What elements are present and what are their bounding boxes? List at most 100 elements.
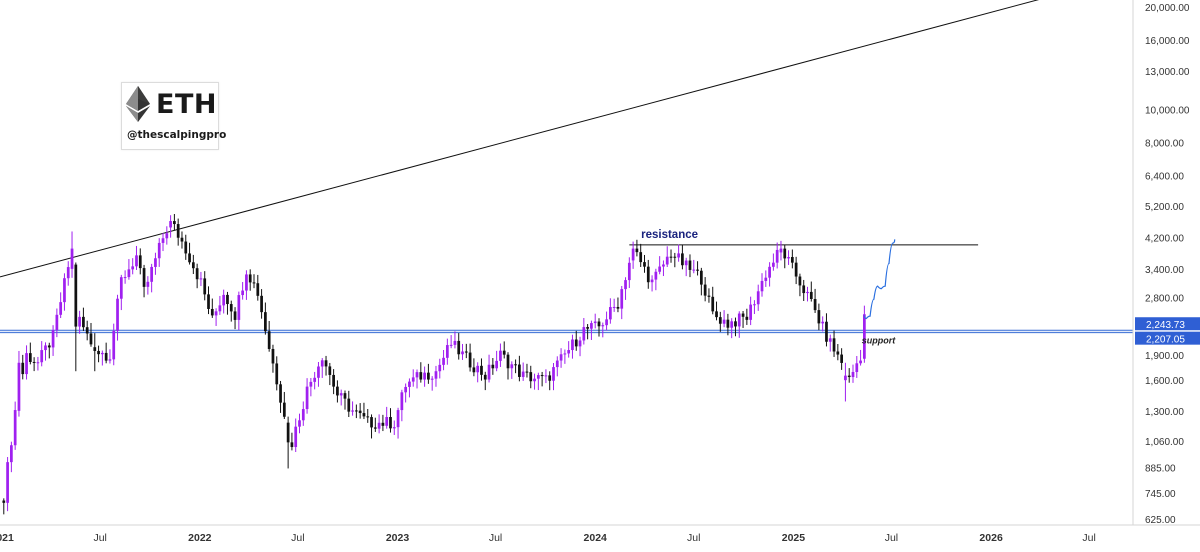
candle-body [514,364,517,366]
candle-body [51,330,55,348]
price-label-box [1135,331,1200,345]
candle-body [620,289,624,309]
candle-body [813,299,817,311]
candle-body [749,304,753,320]
candle-body [404,386,408,393]
candle-body [146,281,150,287]
candle-body [616,306,620,309]
candle-body [396,410,400,428]
candle-body [476,365,480,373]
candle-body [574,339,578,347]
candle-body [586,327,589,329]
candle-body [264,312,267,332]
candle-body [214,311,218,316]
candle-body [529,372,533,382]
candle-body [794,262,798,277]
rising-trendline [0,0,1040,278]
candle-body [392,427,396,429]
candle-body [809,291,813,300]
candle-body [445,345,449,358]
candle-body [745,316,749,320]
price-tick-label: 13,000.00 [1145,67,1190,78]
candle-body [66,267,70,279]
candle-body [851,372,855,378]
candle-body [480,365,483,375]
candle-body [828,338,832,342]
candle-body [718,317,722,324]
candle-body [336,386,339,396]
candle-body [631,248,635,261]
logo-row: ETH [126,85,217,123]
candle-body [844,375,847,381]
candle-body [339,393,343,396]
candle-body [317,366,320,378]
candle-body [89,333,93,345]
candle-body [582,327,586,341]
candle-body [282,402,286,417]
candle-body [669,256,673,258]
candle-body [487,364,491,380]
candle-body [624,280,627,290]
candle-body [142,268,146,287]
candle-body [806,291,809,294]
candle-body [430,378,434,380]
candle-body [47,345,51,348]
candle-body [464,351,468,353]
candle-body [377,422,381,429]
candle-body [790,257,794,263]
candle-body [726,319,730,328]
candle-body [116,298,119,331]
candle-body [438,364,442,372]
candle-body [734,321,737,327]
candle-body [21,362,25,375]
candle-body [373,427,377,429]
candle-body [612,306,616,308]
candle-body [119,277,123,299]
time-tick-label: 2024 [584,532,608,544]
candle-body [180,237,184,242]
candle-body [176,224,180,238]
price-tick-label: 745.00 [1145,489,1176,500]
candle-body [593,321,597,324]
candle-body [760,280,764,292]
candle-body [108,359,112,361]
candle-body [764,277,768,281]
candle-body [779,248,783,253]
ticker-label: ETH [156,88,217,120]
candle-body [93,347,97,351]
candle-body [44,345,47,351]
candle-body [85,327,89,334]
candle-body [294,426,298,448]
candle-body [559,354,563,361]
candle-body [461,351,464,355]
resistance-annotation: resistance [641,229,698,241]
candles-layer [2,214,866,515]
candle-body [859,360,862,364]
candle-body [798,276,802,286]
price-tick-label: 16,000.00 [1145,36,1190,47]
time-tick-label: Jul [1082,532,1095,544]
candle-body [226,294,229,305]
candle-body [104,352,108,361]
support-zone [0,330,1133,333]
candle-body [506,354,510,369]
candle-body [351,410,354,412]
time-tick-label: 2021 [0,532,14,544]
candle-body [154,258,157,267]
candle-body [518,364,521,377]
candle-body [863,314,866,359]
candle-body [222,294,226,306]
price-tick-label: 885.00 [1145,464,1176,475]
candle-body [544,375,548,377]
candle-body [821,321,825,324]
candle-body [483,374,487,380]
candle-body [442,357,445,365]
price-tick-label: 5,200.00 [1145,202,1184,213]
candle-body [400,392,404,411]
candle-body [639,252,643,263]
candle-body [271,348,275,364]
candle-body [510,364,514,369]
candle-body [256,283,260,296]
